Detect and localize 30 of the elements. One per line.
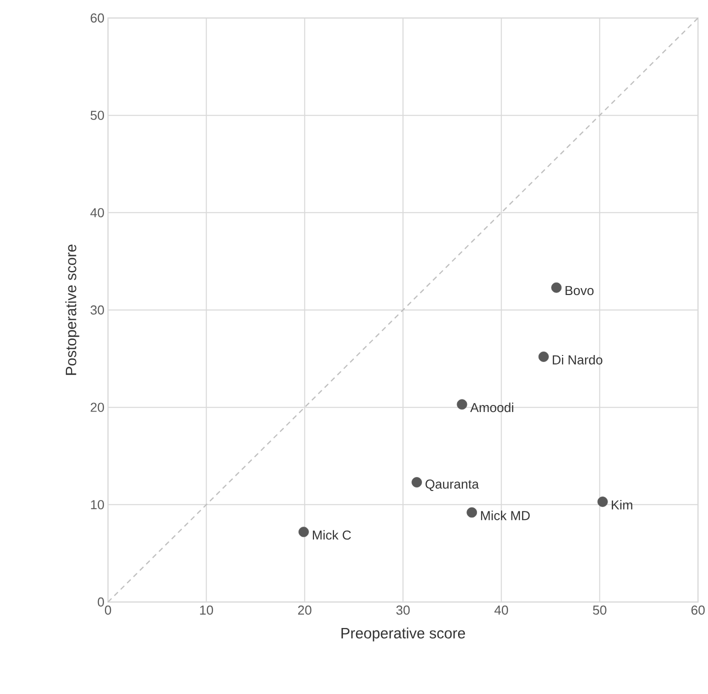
y-tick-label: 60	[90, 13, 104, 23]
point	[466, 507, 478, 518]
point	[597, 496, 608, 507]
x-tick-label: 10	[200, 606, 214, 615]
annotation: Qauranta	[426, 480, 479, 492]
annotation: Di Nardo	[552, 354, 602, 364]
x-tick-label: 40	[494, 606, 508, 615]
point	[298, 526, 309, 538]
y-tick-label: 40	[90, 208, 104, 218]
x-axis-title: Preoperative score	[342, 628, 466, 642]
x-tick-label: 0	[104, 606, 112, 615]
point	[456, 399, 468, 410]
annotation: Kim	[612, 500, 632, 510]
y-tick-label: 10	[91, 500, 104, 510]
y-axis-title: Postoperative score	[65, 244, 80, 375]
x-tick-label: 50	[592, 606, 606, 615]
annotation: Mick C	[312, 530, 351, 540]
point	[412, 477, 422, 488]
x-tick-label: 20	[298, 606, 312, 615]
y-tick-label: 20	[90, 402, 104, 412]
y-tick-label: 50	[90, 110, 104, 120]
annotation: Amoodi	[470, 402, 514, 412]
x-tick-label: 30	[396, 606, 410, 615]
point	[538, 352, 549, 362]
point	[551, 282, 562, 293]
x-tick-label: 60	[691, 606, 705, 615]
annotation: Mick MD	[481, 510, 530, 520]
annotation: Bovo	[566, 286, 594, 296]
y-tick-label: 0	[98, 597, 104, 607]
y-tick-label: 30	[90, 305, 104, 315]
